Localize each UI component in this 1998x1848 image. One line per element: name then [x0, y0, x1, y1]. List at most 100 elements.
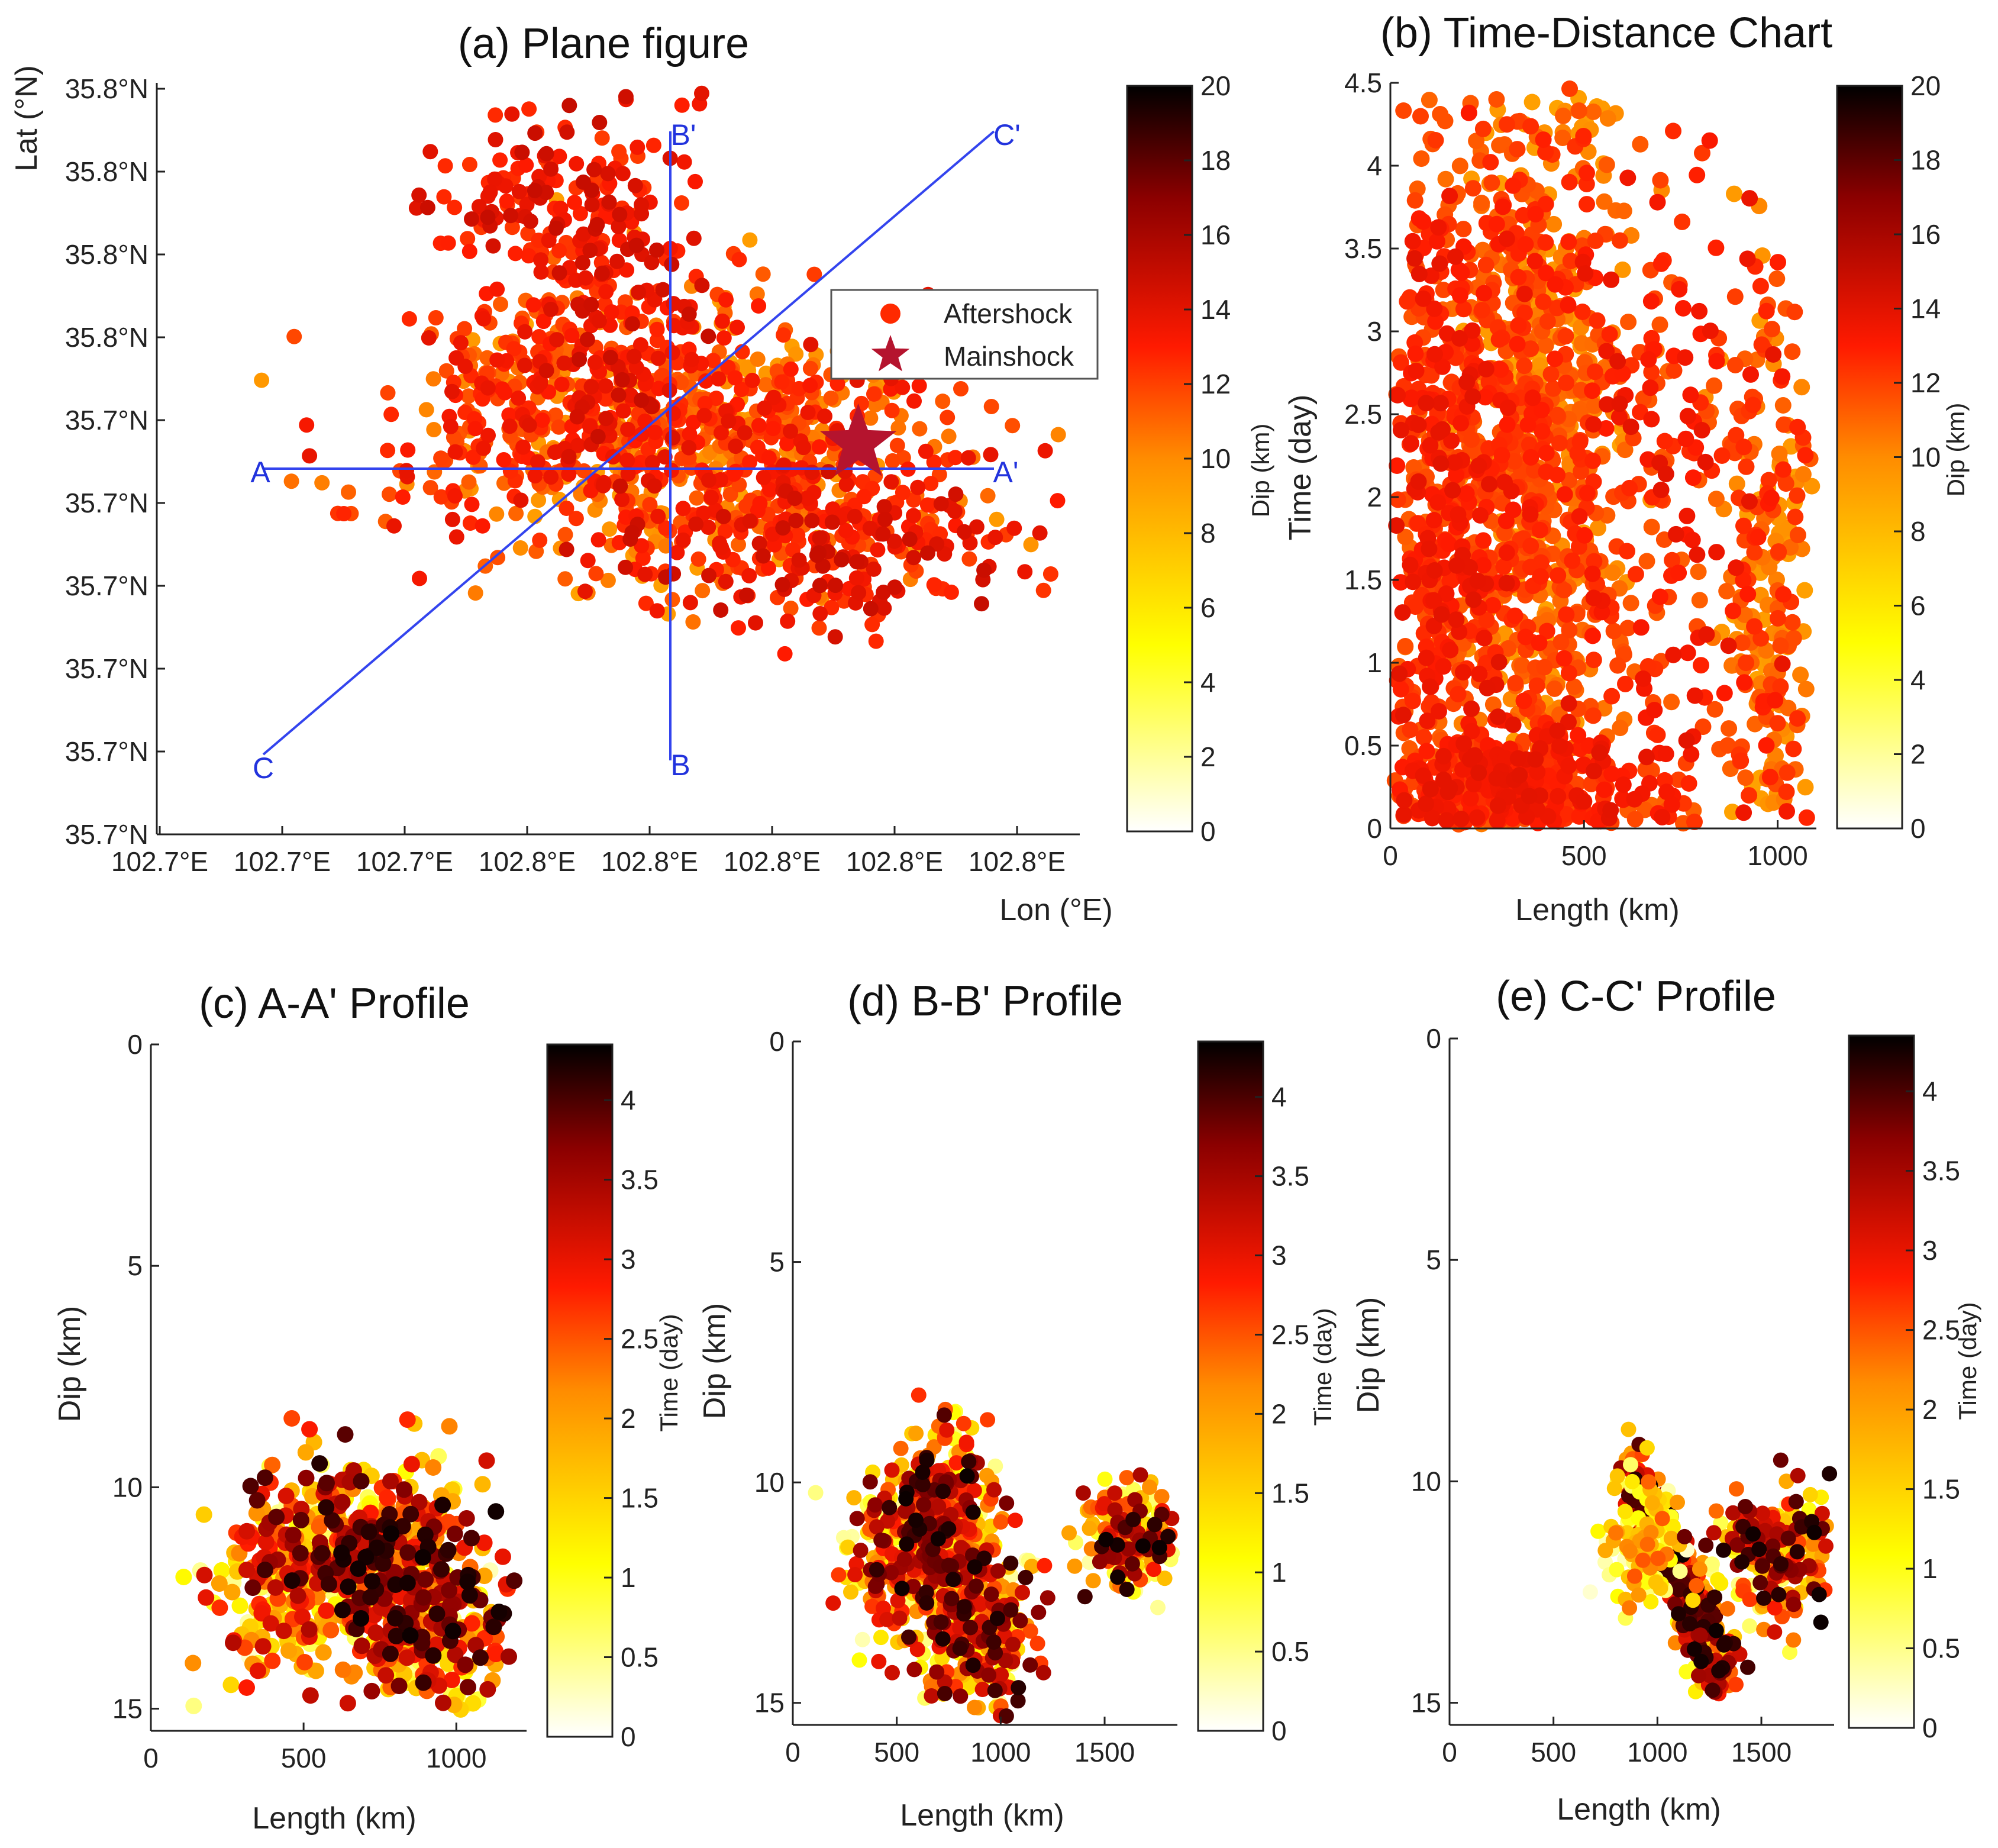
event-point — [1555, 582, 1573, 599]
event-point — [292, 1511, 309, 1528]
event-point — [637, 413, 653, 429]
event-point — [1560, 233, 1577, 250]
event-point — [1772, 637, 1789, 654]
legend-mainshock-label: Mainshock — [944, 341, 1074, 372]
event-point — [1474, 120, 1492, 137]
event-point — [717, 523, 733, 539]
event-point — [339, 1695, 356, 1712]
event-point — [923, 476, 939, 492]
event-point — [399, 1544, 417, 1561]
event-point — [1575, 793, 1592, 810]
event-point — [1432, 455, 1450, 472]
event-point — [1522, 449, 1539, 466]
event-point — [1426, 562, 1443, 579]
event-point — [1654, 808, 1671, 825]
event-point — [1599, 110, 1616, 127]
event-point — [1506, 607, 1523, 624]
event-point — [594, 265, 610, 281]
event-point — [1507, 675, 1524, 692]
event-point — [315, 1644, 332, 1661]
event-point — [1632, 619, 1650, 636]
event-point — [828, 578, 843, 594]
event-point — [1561, 173, 1578, 191]
event-point — [664, 592, 680, 608]
event-point — [774, 374, 790, 390]
event-point — [362, 1589, 379, 1606]
colorbar-tick-label: 18 — [1910, 145, 1941, 176]
event-point — [1768, 270, 1786, 288]
event-point — [779, 436, 795, 451]
event-point — [940, 409, 956, 425]
event-point — [479, 1681, 496, 1698]
event-point — [441, 1418, 458, 1435]
event-point — [895, 485, 911, 501]
event-point — [353, 1610, 370, 1627]
event-point — [283, 1572, 301, 1589]
event-point — [1442, 641, 1459, 659]
y-tick-label: 35.7°N — [65, 736, 149, 767]
event-point — [602, 521, 618, 537]
event-point — [1424, 809, 1441, 827]
event-point — [334, 1661, 351, 1678]
event-point — [1477, 256, 1495, 273]
event-point — [649, 242, 664, 258]
event-point — [1584, 452, 1602, 469]
event-point — [619, 452, 635, 468]
event-point — [838, 523, 854, 538]
event-point — [1539, 313, 1556, 330]
event-point — [1517, 236, 1534, 253]
event-point — [866, 561, 882, 577]
event-point — [1490, 331, 1508, 348]
event-point — [1684, 469, 1702, 486]
event-point — [776, 457, 792, 473]
event-point — [1603, 688, 1621, 705]
event-point — [1032, 525, 1048, 541]
event-point — [714, 313, 730, 329]
event-point — [614, 372, 630, 388]
profile-start-label: C — [253, 752, 274, 785]
event-point — [1395, 707, 1412, 724]
colorbar-tick-label: 6 — [1910, 591, 1926, 621]
event-point — [1796, 582, 1813, 599]
event-point — [548, 220, 564, 236]
event-point — [612, 478, 628, 494]
event-point — [438, 363, 454, 379]
event-point — [506, 341, 522, 357]
event-point — [1426, 346, 1443, 363]
event-point — [1736, 674, 1753, 691]
event-point — [752, 495, 768, 511]
event-point — [1652, 481, 1670, 498]
event-point — [1421, 92, 1438, 108]
event-point — [1585, 589, 1602, 607]
event-point — [1750, 528, 1767, 546]
event-point — [948, 486, 964, 502]
event-point — [444, 1623, 461, 1640]
panel-c-title: (c) A-A' Profile — [199, 980, 470, 1027]
event-point — [1413, 150, 1430, 167]
event-point — [1706, 377, 1723, 394]
event-point — [701, 328, 716, 344]
event-point — [551, 419, 567, 435]
panel-a-title: (a) Plane figure — [458, 20, 749, 67]
event-point — [1579, 165, 1595, 182]
event-point — [299, 417, 315, 433]
colorbar-tick-label: 16 — [1200, 220, 1231, 250]
event-point — [1785, 740, 1802, 757]
colorbar-tick-label: 14 — [1910, 294, 1941, 324]
y-tick-label: 0 — [127, 1029, 143, 1060]
event-point — [635, 550, 651, 566]
colorbar-tick-label: 3 — [621, 1244, 636, 1275]
event-point — [489, 352, 505, 368]
event-point — [983, 399, 999, 414]
event-point — [1741, 787, 1758, 804]
event-point — [1746, 544, 1763, 561]
event-point — [910, 479, 926, 495]
event-point — [1451, 287, 1468, 304]
event-point — [1422, 678, 1439, 695]
event-point — [476, 311, 492, 327]
event-point — [603, 304, 619, 320]
event-point — [280, 1642, 298, 1659]
event-point — [1787, 508, 1804, 525]
colorbar-tick-label: 18 — [1200, 145, 1231, 176]
event-point — [811, 439, 827, 455]
